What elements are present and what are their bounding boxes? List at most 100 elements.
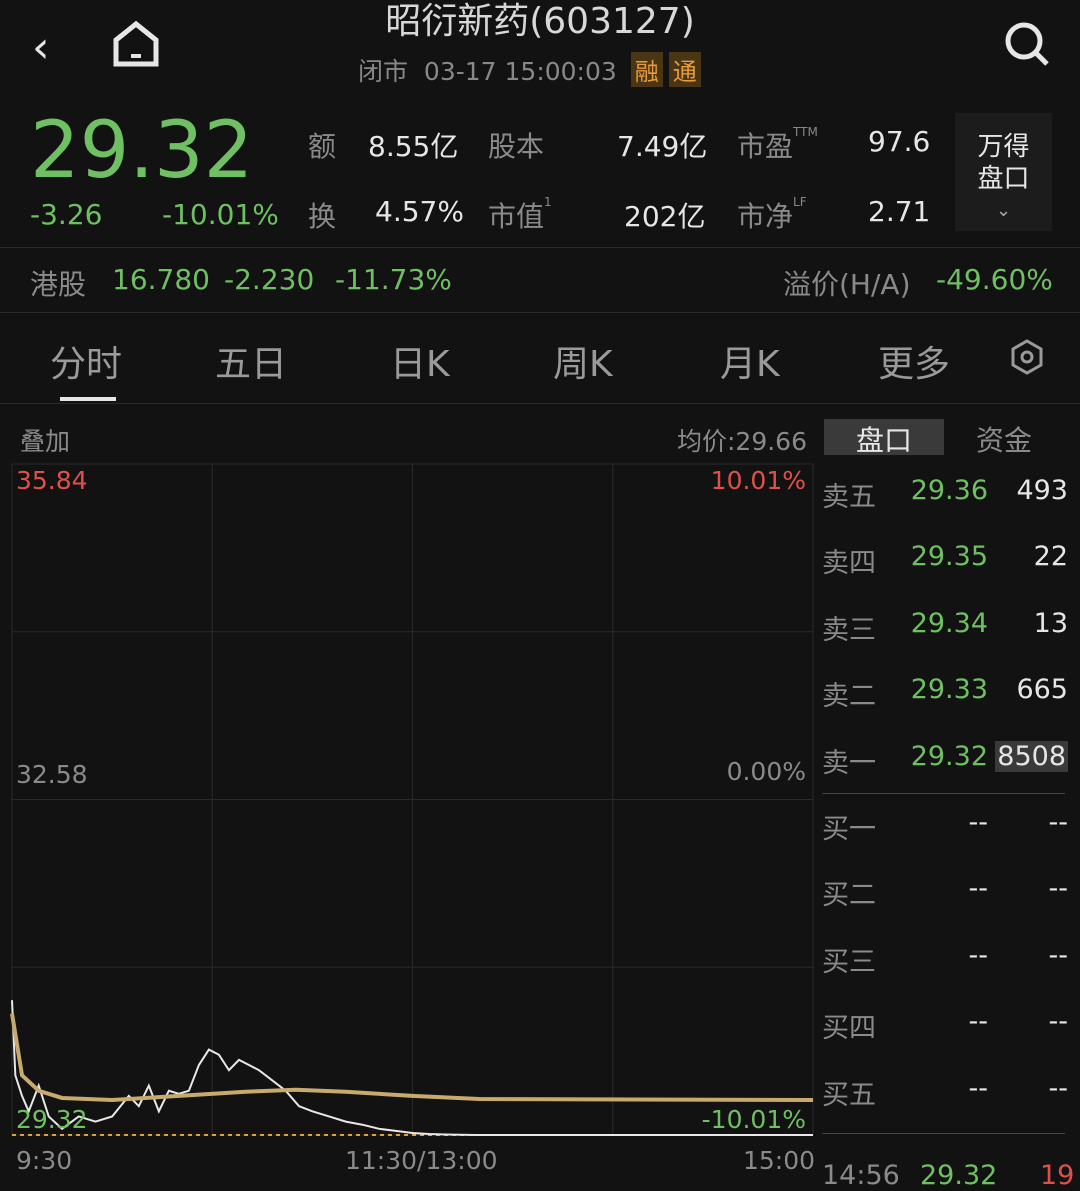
active-tab-indicator bbox=[60, 397, 116, 401]
level-label: 买三 bbox=[822, 946, 876, 978]
bid-row[interactable]: 买一 -- -- bbox=[822, 807, 1070, 873]
stat-value: 8.55亿 bbox=[368, 130, 459, 163]
y-label-mid: 32.58 bbox=[16, 760, 88, 789]
level-volume: 13 bbox=[1033, 607, 1068, 639]
level-label: 卖四 bbox=[822, 548, 876, 580]
pct-label-mid: 0.00% bbox=[726, 757, 806, 786]
level-label: 卖五 bbox=[822, 482, 876, 513]
level-volume: 665 bbox=[1016, 674, 1068, 706]
divider bbox=[822, 1133, 1065, 1134]
back-icon[interactable]: ‹ bbox=[32, 22, 50, 73]
stat-label: 市净LF bbox=[737, 195, 807, 233]
ask-row[interactable]: 卖五 29.36 493 bbox=[822, 475, 1070, 541]
level-price: -- bbox=[968, 1072, 989, 1104]
level-volume: -- bbox=[1048, 1006, 1069, 1038]
bid-row[interactable]: 买三 -- -- bbox=[822, 940, 1070, 1006]
stat-label: 市值1 bbox=[488, 195, 552, 233]
tab-intraday[interactable]: 分时 bbox=[50, 344, 123, 385]
chevron-down-icon: ⌄ bbox=[995, 200, 1012, 221]
price-line bbox=[11, 1000, 813, 1136]
price-change-pct: -10.01% bbox=[162, 198, 279, 231]
margin-tag: 融 bbox=[630, 52, 663, 87]
intraday-chart bbox=[10, 463, 814, 1136]
wind-label: 万得 bbox=[977, 132, 1030, 162]
tab-funds[interactable]: 资金 bbox=[975, 424, 1032, 457]
home-icon[interactable] bbox=[112, 20, 160, 68]
level-volume: 8508 bbox=[995, 740, 1068, 772]
stat-value: 2.71 bbox=[868, 195, 931, 228]
search-icon[interactable] bbox=[1003, 20, 1051, 68]
hk-price: 16.780 bbox=[112, 263, 210, 296]
level-price: 29.35 bbox=[910, 541, 988, 573]
x-label-open: 9:30 bbox=[16, 1146, 73, 1175]
tab-orderbook[interactable]: 盘口 bbox=[824, 419, 944, 457]
avg-price: 均价:29.66 bbox=[677, 427, 807, 456]
hk-label: 港股 bbox=[30, 268, 87, 301]
level-label: 买一 bbox=[822, 814, 876, 845]
stat-value: 97.6 bbox=[868, 125, 931, 158]
x-label-mid: 11:30/13:00 bbox=[345, 1146, 498, 1175]
tab-five-day[interactable]: 五日 bbox=[215, 344, 288, 385]
level-label: 买五 bbox=[822, 1079, 876, 1111]
bid-row[interactable]: 买四 -- -- bbox=[822, 1006, 1070, 1072]
level-volume: 493 bbox=[1016, 475, 1068, 506]
stat-value: 202亿 bbox=[624, 200, 706, 233]
level-price: -- bbox=[968, 939, 989, 971]
ask-row[interactable]: 卖一 29.32 8508 bbox=[822, 740, 1070, 807]
bid-row[interactable]: 买五 -- -- bbox=[822, 1073, 1070, 1139]
stat-label: 换 bbox=[308, 200, 337, 233]
tab-more[interactable]: 更多 bbox=[878, 344, 951, 385]
stock-title: 昭衍新药(603127) bbox=[385, 1, 695, 42]
wind-orderbook-button[interactable]: 万得 盘口 ⌄ bbox=[955, 113, 1052, 231]
x-label-close: 15:00 bbox=[743, 1146, 816, 1175]
market-status: 闭市 03-17 15:00:03 融通 bbox=[358, 52, 701, 88]
level-volume: 22 bbox=[1033, 541, 1068, 573]
level-volume: -- bbox=[1048, 873, 1069, 905]
level-label: 卖二 bbox=[822, 681, 876, 713]
tab-weekly-k[interactable]: 周K bbox=[553, 344, 613, 385]
premium-label: 溢价(H/A) bbox=[783, 268, 911, 301]
level-volume: -- bbox=[1048, 939, 1069, 971]
stat-value: 7.49亿 bbox=[617, 130, 708, 163]
orderbook-label: 盘口 bbox=[977, 164, 1030, 194]
level-price: -- bbox=[968, 807, 989, 838]
y-label-top: 35.84 bbox=[16, 466, 88, 495]
level-volume: -- bbox=[1048, 1072, 1069, 1104]
bid-row[interactable]: 买二 -- -- bbox=[822, 873, 1070, 939]
price-change: -3.26 bbox=[30, 198, 103, 231]
level-price: -- bbox=[968, 1006, 989, 1038]
overlay-button[interactable]: 叠加 bbox=[20, 427, 71, 456]
level-price: 29.32 bbox=[910, 740, 988, 772]
datetime: 03-17 15:00:03 bbox=[423, 57, 617, 86]
ask-row[interactable]: 卖三 29.34 13 bbox=[822, 608, 1070, 674]
tab-monthly-k[interactable]: 月K bbox=[720, 344, 780, 385]
pct-label-bottom: -10.01% bbox=[701, 1105, 806, 1134]
level-price: 29.36 bbox=[910, 475, 988, 506]
pct-label-top: 10.01% bbox=[710, 466, 806, 495]
ask-row[interactable]: 卖二 29.33 665 bbox=[822, 674, 1070, 740]
trade-price: 29.32 bbox=[920, 1160, 998, 1191]
y-label-bottom: 29.32 bbox=[16, 1105, 88, 1134]
level-label: 卖一 bbox=[822, 747, 876, 779]
level-price: -- bbox=[968, 873, 989, 905]
level-price: 29.33 bbox=[910, 674, 988, 706]
trade-time: 14:56 bbox=[822, 1160, 900, 1191]
level-label: 买二 bbox=[822, 880, 876, 912]
stat-label: 股本 bbox=[488, 130, 545, 163]
level-volume: -- bbox=[1048, 807, 1069, 838]
level-label: 卖三 bbox=[822, 614, 876, 646]
level-label: 买四 bbox=[822, 1013, 876, 1045]
ask-row[interactable]: 卖四 29.35 22 bbox=[822, 541, 1070, 607]
level-price: 29.34 bbox=[910, 607, 988, 639]
tab-daily-k[interactable]: 日K bbox=[390, 344, 450, 385]
stat-value: 4.57% bbox=[375, 195, 464, 228]
divider bbox=[822, 793, 1065, 794]
hk-change: -2.230 bbox=[224, 263, 315, 296]
current-price: 29.32 bbox=[30, 106, 254, 196]
connect-tag: 通 bbox=[668, 52, 701, 87]
avg-price-line bbox=[10, 1013, 814, 1103]
stat-label: 额 bbox=[308, 130, 337, 163]
premium-value: -49.60% bbox=[936, 263, 1053, 296]
status-text: 闭市 bbox=[358, 57, 409, 86]
settings-icon[interactable] bbox=[1008, 338, 1046, 376]
